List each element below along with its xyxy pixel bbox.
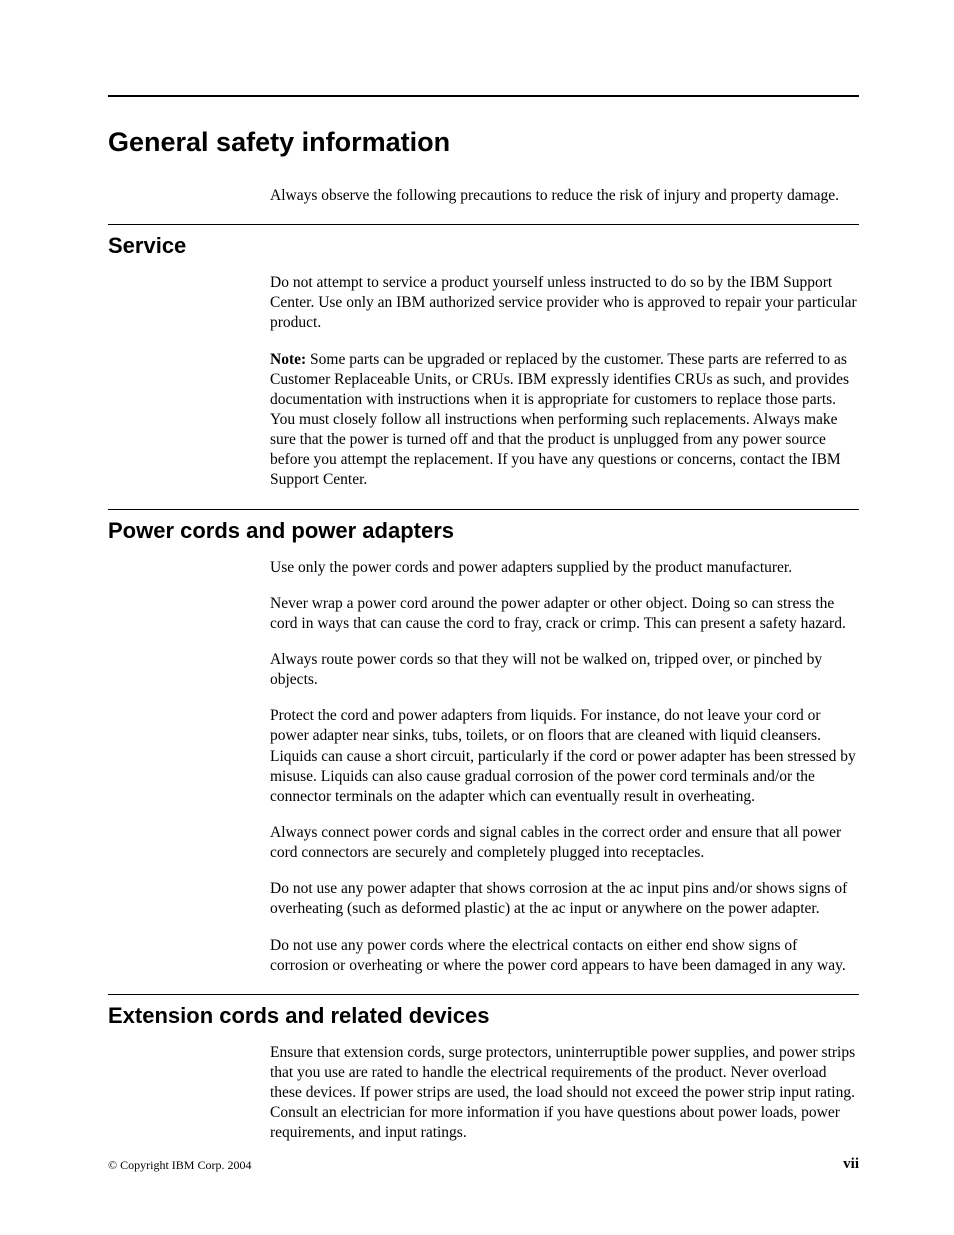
page-title: General safety information — [108, 127, 859, 158]
section-rule — [108, 509, 859, 510]
note-label: Note: — [270, 351, 306, 368]
intro-block: Always observe the following precautions… — [270, 186, 859, 206]
paragraph: Ensure that extension cords, surge prote… — [270, 1043, 859, 1144]
section-rule — [108, 224, 859, 225]
paragraph: Protect the cord and power adapters from… — [270, 706, 859, 807]
section-rule — [108, 994, 859, 995]
section-body-power-cords: Use only the power cords and power adapt… — [270, 558, 859, 976]
paragraph: Always connect power cords and signal ca… — [270, 823, 859, 863]
section-body-service: Do not attempt to service a product your… — [270, 273, 859, 490]
note-paragraph: Note: Some parts can be upgraded or repl… — [270, 350, 859, 491]
paragraph: Never wrap a power cord around the power… — [270, 594, 859, 634]
paragraph: Always route power cords so that they wi… — [270, 650, 859, 690]
copyright-text: © Copyright IBM Corp. 2004 — [108, 1158, 251, 1172]
page-number: vii — [843, 1156, 859, 1173]
section-heading-service: Service — [108, 233, 859, 259]
page-footer: © Copyright IBM Corp. 2004 vii — [108, 1158, 859, 1173]
section-heading-extension-cords: Extension cords and related devices — [108, 1003, 859, 1029]
top-rule — [108, 95, 859, 97]
paragraph: Use only the power cords and power adapt… — [270, 558, 859, 578]
section-body-extension-cords: Ensure that extension cords, surge prote… — [270, 1043, 859, 1144]
paragraph: Do not use any power cords where the ele… — [270, 936, 859, 976]
note-text: Some parts can be upgraded or replaced b… — [270, 351, 849, 489]
section-heading-power-cords: Power cords and power adapters — [108, 518, 859, 544]
paragraph: Do not use any power adapter that shows … — [270, 879, 859, 919]
paragraph: Do not attempt to service a product your… — [270, 273, 859, 333]
intro-paragraph: Always observe the following precautions… — [270, 186, 859, 206]
